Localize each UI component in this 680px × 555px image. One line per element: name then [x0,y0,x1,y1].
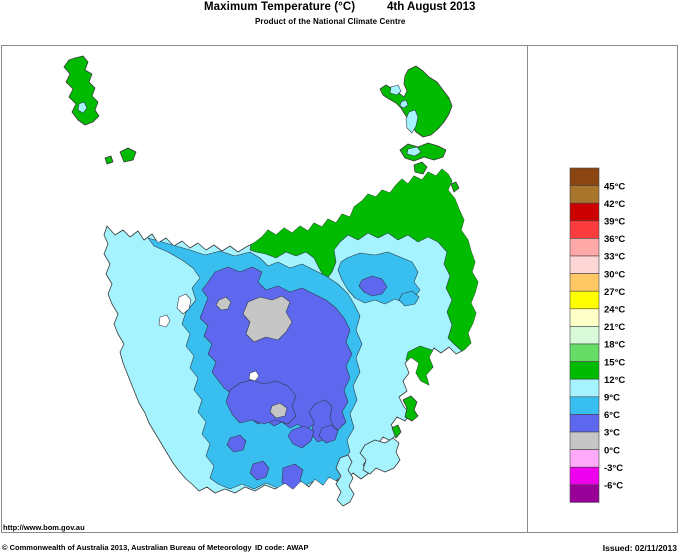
legend-label: 9°C [604,393,620,404]
clarke-island [413,161,428,175]
map-region-3-6c-south-1 [225,379,297,425]
lake-2 [158,314,171,328]
footer-copyright: © Commonwealth of Australia 2013, Austra… [2,543,252,552]
map-region-3-6c-south-4 [318,424,339,444]
legend-label: 12°C [604,375,625,386]
legend-label: -3°C [604,463,623,474]
map-frame [1,45,678,533]
legend-label: 45°C [604,181,625,192]
map-region-3-6c-south-7 [226,434,247,453]
footer-url: http://www.bom.gov.au [3,523,85,532]
page-subtitle: Product of the National Climate Centre [255,17,406,26]
tasman-peninsula [359,437,401,475]
king-island-12-15c [63,55,100,126]
king-island-9-12c-spot [77,101,88,114]
legend-label: 39°C [604,217,625,228]
legend-label: 21°C [604,322,625,333]
legend-swatch [569,202,600,222]
legend-label: 18°C [604,340,625,351]
legend-label: 30°C [604,269,625,280]
legend-label: 0°C [604,445,620,456]
flinders-9-12c-spot-1 [389,84,402,96]
legend-swatch [569,396,600,415]
legend-swatch [569,484,600,503]
legend-swatch [569,255,600,274]
legend-label: -6°C [604,481,623,492]
legend-label: 24°C [604,305,625,316]
legend-swatch [569,326,600,345]
legend-label: 15°C [604,357,625,368]
cape-barren-9-12c-spot [406,146,422,157]
lake-3 [248,370,260,382]
map-region-3-6c-northeast-dot [358,275,388,297]
legend-swatch [569,185,600,204]
map-region-12-15c-coastal-band [249,169,478,359]
hunter-island [119,147,137,163]
legend-label: 36°C [604,234,625,245]
page-date: 4th August 2013 [387,1,476,13]
legend-swatch [569,167,600,186]
map-region-0-3c-west-dot [215,296,232,311]
legend-swatch [569,220,600,239]
legend-swatch [569,238,600,257]
map-region-0-3c-central [242,295,293,343]
temperature-legend: 45°C 42°C 39°C 36°C 33°C 30°C 27°C 24°C … [569,167,625,503]
legend-swatch [569,466,600,486]
map-region-6-9c-east-blob [398,290,420,307]
map-region-3-6c-south-5 [249,460,270,481]
legend-label: 27°C [604,287,625,298]
legend-swatch [569,343,600,362]
legend-swatch [569,361,600,380]
map-region-0-3c-south-dot [269,402,288,419]
map-region-3-6c-south-3 [287,425,315,449]
swan-island [450,181,460,193]
king-island [63,55,100,126]
footer-id-code: ID code: AWAP [255,543,309,552]
cape-barren-12-15c [399,142,447,162]
legend-label: 42°C [604,199,625,210]
legend-swatch [569,290,600,310]
three-hummock-island [104,155,114,165]
legend-swatch [569,273,600,292]
page-title: Maximum Temperature (°C) [204,1,356,13]
bruny-island [335,454,355,507]
legend-swatch [569,378,600,398]
legend-swatch [569,414,600,433]
cape-barren-island [399,142,447,162]
flinders-9-12c-spot-3 [405,109,419,134]
legend-swatch [569,308,600,327]
footer-issued-date: Issued: 02/11/2013 [602,543,677,553]
tasmania-mainland [103,168,479,494]
legend-swatch [569,431,600,450]
legend-label: 6°C [604,410,620,421]
lake-1 [176,293,192,315]
flinders-9-12c-spot-2 [399,99,409,109]
maria-island [402,395,419,422]
legend-label: 33°C [604,252,625,263]
flinders-island [379,65,453,138]
legend-swatch [569,449,600,468]
legend-label: 3°C [604,428,620,439]
small-east-islet [391,424,402,439]
